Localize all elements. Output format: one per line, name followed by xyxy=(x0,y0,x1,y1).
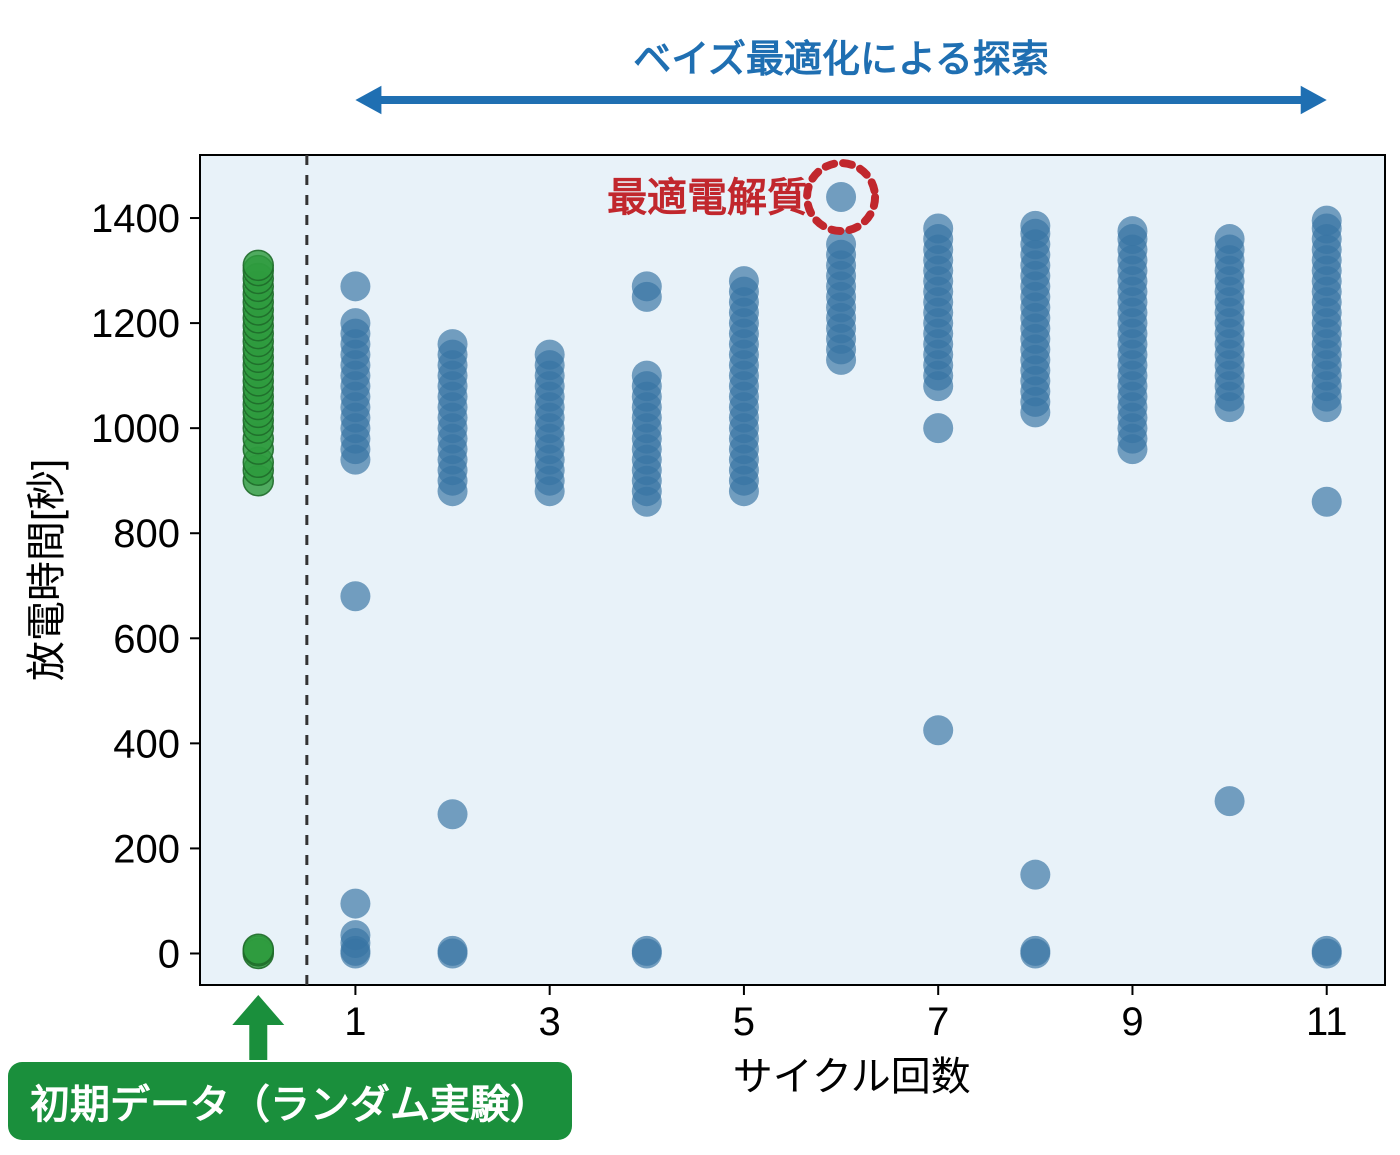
initial-data-label: 初期データ（ランダム実験） xyxy=(8,1062,572,1140)
svg-text:1: 1 xyxy=(344,1000,366,1044)
svg-text:9: 9 xyxy=(1121,1000,1143,1044)
svg-text:200: 200 xyxy=(113,827,180,871)
svg-text:11: 11 xyxy=(1306,1000,1348,1044)
svg-text:800: 800 xyxy=(113,512,180,556)
scatter-chart: 1 3 5 7 9 11 0 200 400 600 800 1000 1200 1400 サイクル回数 放電… xyxy=(0,0,1400,1155)
svg-text:600: 600 xyxy=(113,617,180,661)
svg-text:400: 400 xyxy=(113,722,180,766)
chart-stage: 1 3 5 7 9 11 0 200 400 600 800 1000 1200 1400 サイクル回数 放電… xyxy=(0,0,1400,1155)
x-axis-label: サイクル回数 xyxy=(733,1055,971,1099)
svg-text:3: 3 xyxy=(539,1000,561,1044)
svg-text:5: 5 xyxy=(733,1000,755,1044)
svg-text:1000: 1000 xyxy=(91,407,180,451)
optimal-electrolyte-label: 最適電解質 xyxy=(607,176,807,220)
svg-text:7: 7 xyxy=(927,1000,949,1044)
svg-text:1400: 1400 xyxy=(91,197,180,241)
bayes-search-label: ベイズ最適化による探索 xyxy=(633,38,1049,81)
y-axis-label: 放電時間[秒] xyxy=(25,459,69,681)
svg-text:0: 0 xyxy=(158,932,180,976)
svg-text:1200: 1200 xyxy=(91,302,180,346)
